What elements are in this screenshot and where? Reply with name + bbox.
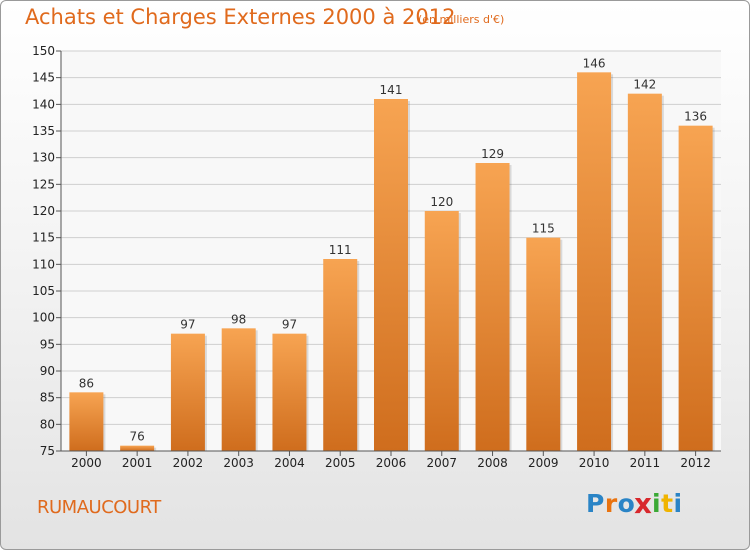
logo-letter: i [652,489,662,518]
value-label: 129 [481,147,504,161]
x-tick-label: 2006 [376,456,407,470]
x-tick-label: 2008 [477,456,508,470]
bar-2002 [170,333,205,451]
y-tick-label: 85 [40,391,55,405]
y-tick-label: 125 [32,177,55,191]
x-tick-label: 2009 [528,456,559,470]
bar-2011 [627,93,662,452]
value-label: 86 [79,376,94,390]
y-tick-label: 90 [40,364,55,378]
y-tick-label: 150 [32,44,55,58]
logo-letter: P [586,489,605,518]
y-tick-label: 135 [32,124,55,138]
x-tick-label: 2003 [223,456,254,470]
logo-letter: i [673,489,683,518]
y-tick-label: 80 [40,417,55,431]
y-tick-label: 145 [32,71,55,85]
value-label: 76 [130,430,145,444]
y-tick-label: 140 [32,97,55,111]
x-tick-label: 2011 [630,456,661,470]
place-name: RUMAUCOURT [37,497,161,518]
y-axis-ticks: 75 80 85 90 95 100 105 110 115 120 125 130 135 140 145… [32,44,61,458]
logo-letter: t [661,489,674,518]
value-label: 111 [329,243,352,257]
bar-2007 [424,211,459,451]
x-tick-label: 2010 [579,456,610,470]
x-tick-label: 2007 [426,456,457,470]
y-tick-label: 115 [32,231,55,245]
y-tick-label: 130 [32,151,55,165]
logo-letter: o [617,489,636,518]
x-tick-label: 2001 [122,456,153,470]
x-tick-label: 2012 [680,456,711,470]
bar-2009 [526,237,561,451]
bar-2004 [272,333,307,451]
x-axis-ticks: 2000 2001 2002 2003 2004 2005 2006 2007 2008 2009… [71,451,711,470]
x-tick-label: 2005 [325,456,356,470]
logo-letter: x [634,487,653,520]
value-label: 142 [633,78,656,92]
x-tick-label: 2000 [71,456,102,470]
bar-2003 [221,328,256,451]
bar-2000 [69,392,104,451]
bar-2006 [374,99,408,451]
bar-2001 [120,445,155,451]
y-tick-label: 110 [32,257,55,271]
value-label: 98 [231,312,246,326]
bar-2010 [577,72,612,451]
y-tick-label: 75 [40,444,55,458]
y-tick-label: 105 [32,284,55,298]
value-label: 141 [380,83,403,97]
chart-title: Achats et Charges Externes 2000 à 2012 [25,5,456,29]
value-label: 115 [532,222,555,236]
y-tick-label: 95 [40,337,55,351]
value-labels: 86 76 97 98 97 111 141 120 129 115 146 142 136 [79,56,707,443]
value-label: 97 [180,318,195,332]
proxiti-logo: Proxiti [586,487,683,520]
logo-letter: r [604,489,618,518]
bar-2012 [678,125,713,452]
y-tick-label: 100 [32,311,55,325]
value-label: 120 [430,195,453,209]
y-tick-label: 120 [32,204,55,218]
value-label: 136 [684,110,707,124]
value-label: 146 [583,56,606,70]
bar-2008 [475,163,510,451]
bars [69,72,715,452]
bar-2005 [323,259,358,451]
x-tick-label: 2002 [173,456,204,470]
chart-subtitle: (en milliers d'€) [418,13,505,26]
value-label: 97 [282,318,297,332]
x-tick-label: 2004 [274,456,305,470]
